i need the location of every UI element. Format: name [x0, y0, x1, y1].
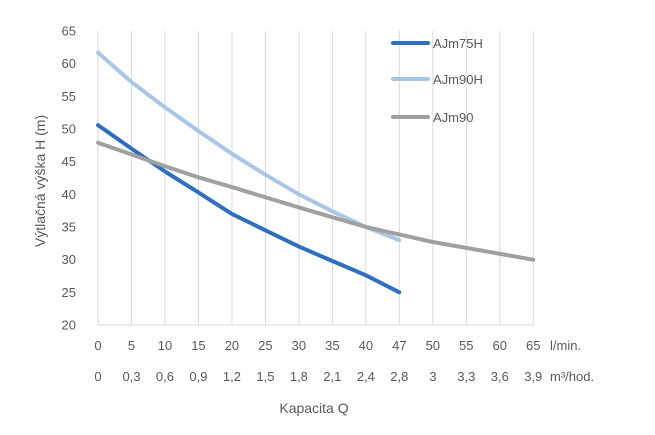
x-tick-label: 0 [94, 338, 101, 353]
y-tick-label: 45 [62, 154, 76, 169]
y-tick-label: 30 [62, 252, 76, 267]
x-tick-label: 47 [392, 338, 406, 353]
y-tick-label: 65 [62, 24, 76, 39]
y-tick-label: 25 [62, 285, 76, 300]
y-tick-label: 60 [62, 56, 76, 71]
x-tick-label: 35 [325, 338, 339, 353]
y-tick-label: 35 [62, 220, 76, 235]
x-tick-label: 60 [493, 338, 507, 353]
y-axis-ticks: 20 25 30 35 40 45 50 55 60 65 [62, 24, 76, 333]
legend-label-ajm90h: AJm90H [433, 72, 483, 87]
x-secondary-tick-label: 2,8 [390, 369, 408, 384]
x-secondary-tick-label: 0,6 [156, 369, 174, 384]
x-secondary-tick-label: 3 [429, 369, 436, 384]
x-tick-label: 5 [128, 338, 135, 353]
x-secondary-tick-label: 1,2 [223, 369, 241, 384]
series-line-ajm90h [96, 50, 402, 243]
x-secondary-tick-label: 1,5 [256, 369, 274, 384]
x-tick-label: 50 [426, 338, 440, 353]
series-line-ajm75h [96, 123, 402, 295]
x-tick-label: 30 [292, 338, 306, 353]
x-tick-label: 55 [459, 338, 473, 353]
y-tick-label: 40 [62, 187, 76, 202]
x-secondary-tick-label: 3,3 [457, 369, 475, 384]
x-secondary-tick-label: 2,4 [357, 369, 375, 384]
x-secondary-tick-label: 0 [94, 369, 101, 384]
x-secondary-tick-label: 3,9 [524, 369, 542, 384]
x-secondary-tick-label: 3,6 [491, 369, 509, 384]
x-secondary-tick-label: 1,8 [290, 369, 308, 384]
x-secondary-tick-label: 0,3 [122, 369, 140, 384]
x-axis-secondary-ticks: 0 0,3 0,6 0,9 1,2 1,5 1,8 2,1 2,4 2,8 3 3,3 3,6 3,9 [94, 369, 542, 384]
y-axis-title: Výtlačná výška H (m) [32, 115, 48, 247]
y-tick-label: 20 [62, 318, 76, 333]
series-line-ajm90 [96, 140, 536, 262]
x-tick-label: 40 [359, 338, 373, 353]
x-tick-label: 20 [225, 338, 239, 353]
legend-label-ajm90: AJm90 [433, 110, 473, 125]
x-tick-label: 25 [258, 338, 272, 353]
y-tick-label: 55 [62, 89, 76, 104]
series-lines [96, 50, 536, 295]
x-tick-label: 65 [526, 338, 540, 353]
x-tick-label: 15 [191, 338, 205, 353]
y-tick-label: 50 [62, 122, 76, 137]
grid-lines [97, 31, 534, 326]
legend: AJm75H AJm90H AJm90 [391, 36, 483, 125]
x-secondary-tick-label: 2,1 [323, 369, 341, 384]
legend-label-ajm75h: AJm75H [433, 36, 483, 51]
x-axis-ticks: 0 5 10 15 20 25 30 35 40 47 50 55 60 65 [94, 338, 540, 353]
x-unit-secondary-label: m³/hod. [550, 369, 594, 384]
x-axis-title: Kapacita Q [279, 400, 348, 416]
x-tick-label: 10 [158, 338, 172, 353]
x-secondary-tick-label: 0,9 [189, 369, 207, 384]
x-unit-primary-label: l/min. [550, 338, 581, 353]
